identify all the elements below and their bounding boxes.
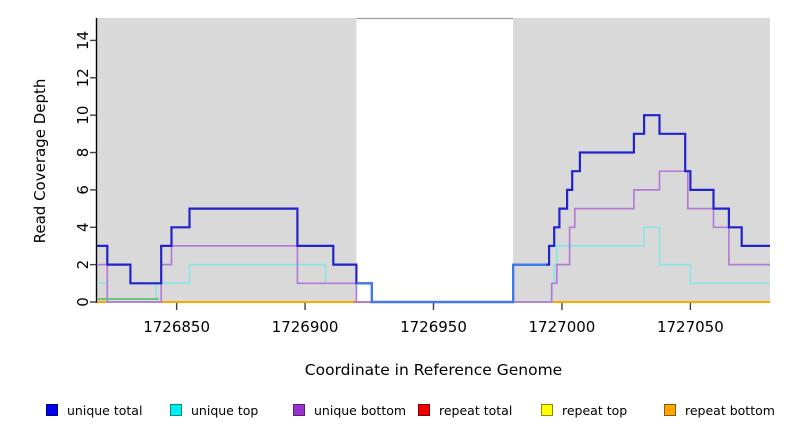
unique-bottom-swatch-icon (293, 404, 305, 416)
x-tick-label: 1727050 (657, 318, 724, 336)
y-tick-label: 10 (74, 106, 92, 125)
series-unique-bottom-line (97, 170, 770, 303)
legend-label: unique bottom (314, 402, 407, 418)
legend-label: repeat total (439, 402, 513, 418)
legend-label: repeat bottom (685, 402, 775, 418)
y-tick-label: 6 (74, 185, 92, 195)
repeat-top-swatch-icon (541, 404, 553, 416)
x-tick-label: 1727000 (529, 318, 596, 336)
repeat-bottom-swatch-icon (664, 404, 676, 416)
x-tick-label: 1726850 (143, 318, 210, 336)
legend-item-unique-total: unique total (46, 401, 142, 419)
y-axis-label: Read Coverage Depth (31, 78, 49, 244)
series-unique-total-line (97, 114, 770, 304)
legend-label: repeat top (562, 402, 628, 418)
x-axis-label: Coordinate in Reference Genome (304, 361, 563, 379)
legend-item-repeat-top: repeat top (541, 401, 627, 419)
y-tick-label: 8 (74, 148, 92, 158)
unique-top-swatch-icon (170, 404, 182, 416)
legend-item-unique-top: unique top (170, 401, 258, 419)
legend-item-unique-bottom: unique bottom (293, 401, 406, 419)
legend-label: unique total (67, 402, 143, 418)
no-data-gap-region (356, 18, 514, 302)
legend-label: unique top (191, 402, 259, 418)
x-tick-label: 1726900 (272, 318, 339, 336)
unique-total-swatch-icon (46, 404, 58, 416)
y-tick-label: 4 (74, 222, 92, 232)
legend-item-repeat-total: repeat total (418, 401, 512, 419)
x-tick-label: 1726950 (400, 318, 467, 336)
y-tick-label: 2 (74, 260, 92, 270)
legend-item-repeat-bottom: repeat bottom (664, 401, 775, 419)
y-tick-label: 14 (74, 31, 92, 50)
y-tick-label: 12 (74, 68, 92, 87)
plot-legend: unique total unique top unique bottom re… (46, 399, 786, 421)
y-tick-label: 0 (74, 297, 92, 307)
series-unique-total-gap-highlight-line (356, 263, 547, 304)
repeat-total-swatch-icon (418, 404, 430, 416)
